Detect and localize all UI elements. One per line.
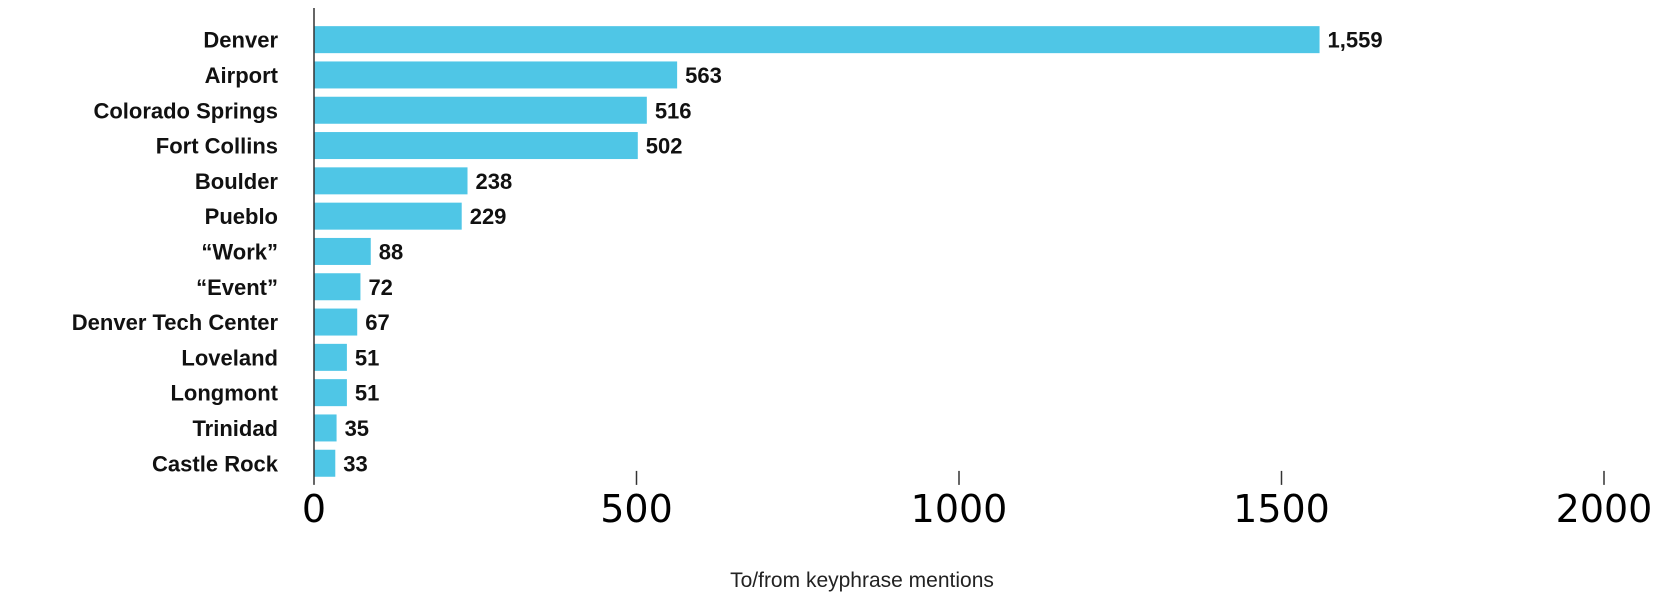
x-tick-label: 0: [302, 487, 326, 531]
value-label: 51: [355, 345, 379, 370]
bar: [314, 308, 358, 336]
category-label: Pueblo: [205, 204, 278, 229]
bar: [314, 26, 1320, 54]
bar: [314, 167, 468, 195]
value-label: 88: [379, 239, 403, 264]
value-labels-group: 1,559 563 516 502 238 229 88 72 67 51 51 35 33: [343, 28, 1382, 477]
value-label: 1,559: [1328, 28, 1383, 53]
value-label: 51: [355, 381, 379, 406]
category-label: Loveland: [181, 345, 278, 370]
value-label: 229: [470, 204, 507, 229]
x-axis-title: To/from keyphrase mentions: [730, 569, 994, 592]
category-label: Longmont: [170, 381, 278, 406]
x-ticks-group: 0 500 1000 1500 2000: [302, 470, 1653, 531]
category-label: Fort Collins: [156, 134, 278, 159]
category-label: Boulder: [195, 169, 279, 194]
value-label: 67: [365, 310, 389, 335]
value-label: 502: [646, 134, 683, 159]
value-label: 72: [368, 275, 392, 300]
bar: [314, 61, 678, 89]
category-label: Denver: [203, 28, 278, 53]
category-label: Airport: [205, 63, 279, 88]
bars-group: [314, 26, 1320, 477]
value-label: 516: [655, 98, 692, 123]
category-label: “Work”: [201, 239, 278, 264]
bar: [314, 343, 347, 371]
x-tick-label: 1000: [911, 487, 1008, 531]
bar: [314, 273, 361, 301]
category-label: Trinidad: [192, 416, 278, 441]
category-label: Castle Rock: [152, 451, 279, 476]
bar: [314, 379, 347, 407]
bar: [314, 414, 337, 442]
category-label: “Event”: [196, 275, 278, 300]
category-label: Colorado Springs: [93, 98, 278, 123]
value-label: 33: [343, 451, 367, 476]
bar: [314, 96, 647, 124]
value-label: 35: [345, 416, 369, 441]
x-tick-label: 1500: [1233, 487, 1330, 531]
x-tick-label: 2000: [1556, 487, 1653, 531]
bar: [314, 132, 638, 160]
category-label: Denver Tech Center: [72, 310, 279, 335]
value-label: 563: [685, 63, 722, 88]
value-label: 238: [476, 169, 513, 194]
bar: [314, 449, 336, 477]
bar: [314, 237, 371, 265]
bar: [314, 202, 462, 230]
category-labels-group: Denver Airport Colorado Springs Fort Collin…: [72, 28, 279, 477]
x-tick-label: 500: [600, 487, 673, 531]
